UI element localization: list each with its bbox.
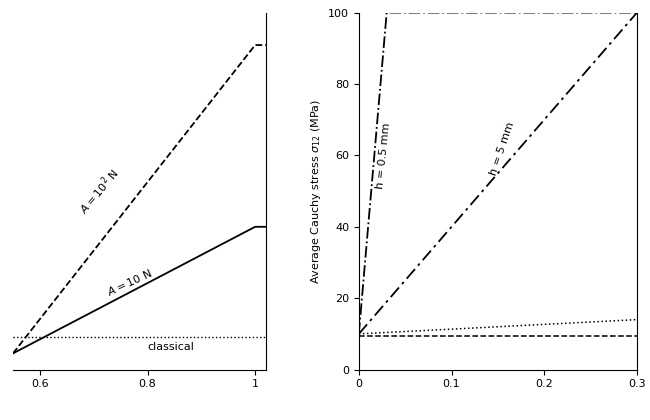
Text: $A = 10$ N: $A = 10$ N [105, 267, 154, 298]
Y-axis label: Average Cauchy stress $\sigma_{12}$ (MPa): Average Cauchy stress $\sigma_{12}$ (MPa… [309, 99, 322, 284]
Text: classical: classical [148, 342, 194, 352]
Text: h = 0.5 mm: h = 0.5 mm [376, 122, 393, 189]
Text: $A = 10^2$ N: $A = 10^2$ N [75, 165, 122, 217]
Text: h = 5 mm: h = 5 mm [489, 120, 516, 176]
